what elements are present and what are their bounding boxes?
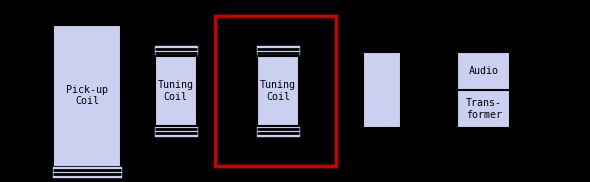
Bar: [155, 56, 197, 126]
Text: Tuning
Coil: Tuning Coil: [158, 80, 194, 102]
Bar: [363, 52, 401, 128]
Bar: [53, 25, 121, 167]
Bar: [457, 52, 510, 128]
Text: Trans-
former: Trans- former: [466, 98, 502, 120]
Bar: [215, 16, 336, 166]
Text: Tuning
Coil: Tuning Coil: [260, 80, 296, 102]
Text: Audio: Audio: [469, 66, 499, 76]
Text: Pick-up
Coil: Pick-up Coil: [66, 85, 108, 106]
Bar: [257, 56, 299, 126]
